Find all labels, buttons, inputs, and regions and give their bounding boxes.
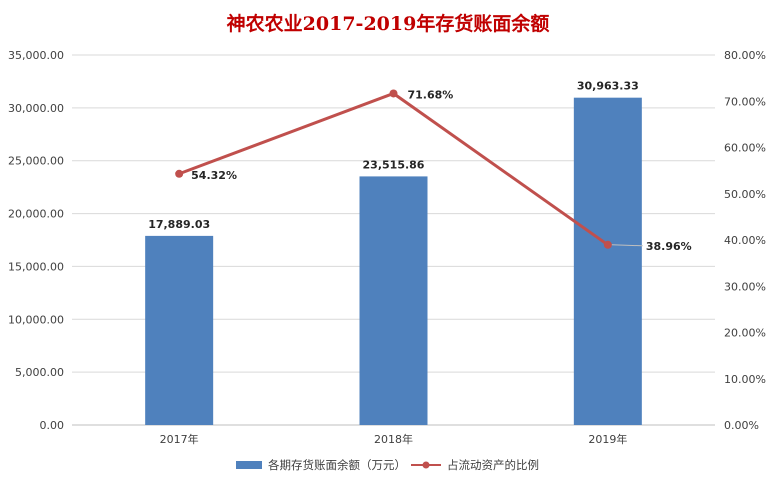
left-tick-label: 0.00 <box>40 419 65 432</box>
line-series: 54.32% 71.68% 38.96% <box>175 88 692 253</box>
line-value-label: 38.96% <box>646 240 692 253</box>
legend: 各期存货账面余额（万元） 占流动资产的比例 <box>236 458 539 472</box>
x-axis: 2017年 2018年 2019年 <box>160 432 628 446</box>
x-tick-label: 2019年 <box>588 432 627 446</box>
left-tick-label: 35,000.00 <box>8 49 64 62</box>
bar <box>573 97 642 425</box>
bar-value-label: 23,515.86 <box>363 158 425 171</box>
watermark-text: 头条 @览富财经网 <box>624 455 765 475</box>
bar <box>145 235 214 425</box>
right-tick-label: 40.00% <box>724 234 766 247</box>
chart-title: 神农农业2017-2019年存货账面余额 <box>227 12 550 35</box>
line-value-label: 71.68% <box>408 88 454 101</box>
line-point <box>389 89 398 98</box>
right-tick-label: 50.00% <box>724 188 766 201</box>
left-tick-label: 25,000.00 <box>8 155 64 168</box>
bar-data-labels: 17,889.03 23,515.86 30,963.33 <box>148 80 639 231</box>
bar-value-label: 30,963.33 <box>577 80 639 93</box>
right-tick-label: 0.00% <box>724 419 759 432</box>
right-tick-label: 20.00% <box>724 327 766 340</box>
right-axis: 0.00% 10.00% 20.00% 30.00% 40.00% 50.00% 60.00… <box>724 49 766 432</box>
line-point <box>175 169 184 178</box>
left-tick-label: 5,000.00 <box>15 366 64 379</box>
watermark: 头条 @览富财经网 <box>624 455 765 475</box>
legend-line-label: 占流动资产的比例 <box>447 458 539 472</box>
left-tick-label: 15,000.00 <box>8 260 64 273</box>
bar-value-label: 17,889.03 <box>148 218 210 231</box>
left-axis: 0.00 5,000.00 10,000.00 15,000.00 20,000.00 2… <box>8 49 64 432</box>
line-point <box>603 240 612 249</box>
x-tick-label: 2017年 <box>160 432 199 446</box>
bar <box>359 176 428 425</box>
left-tick-label: 20,000.00 <box>8 208 64 221</box>
legend-bar-label: 各期存货账面余额（万元） <box>268 458 406 472</box>
line-value-label: 54.32% <box>191 169 237 182</box>
bar-series <box>145 97 642 425</box>
right-tick-label: 60.00% <box>724 142 766 155</box>
legend-bar-swatch <box>236 461 262 469</box>
legend-line-marker <box>422 461 430 469</box>
left-tick-label: 10,000.00 <box>8 313 64 326</box>
label-leader-line <box>611 244 643 247</box>
left-tick-label: 30,000.00 <box>8 102 64 115</box>
right-tick-label: 10.00% <box>724 373 766 386</box>
right-tick-label: 70.00% <box>724 95 766 108</box>
x-tick-label: 2018年 <box>374 432 413 446</box>
right-tick-label: 30.00% <box>724 280 766 293</box>
right-tick-label: 80.00% <box>724 49 766 62</box>
